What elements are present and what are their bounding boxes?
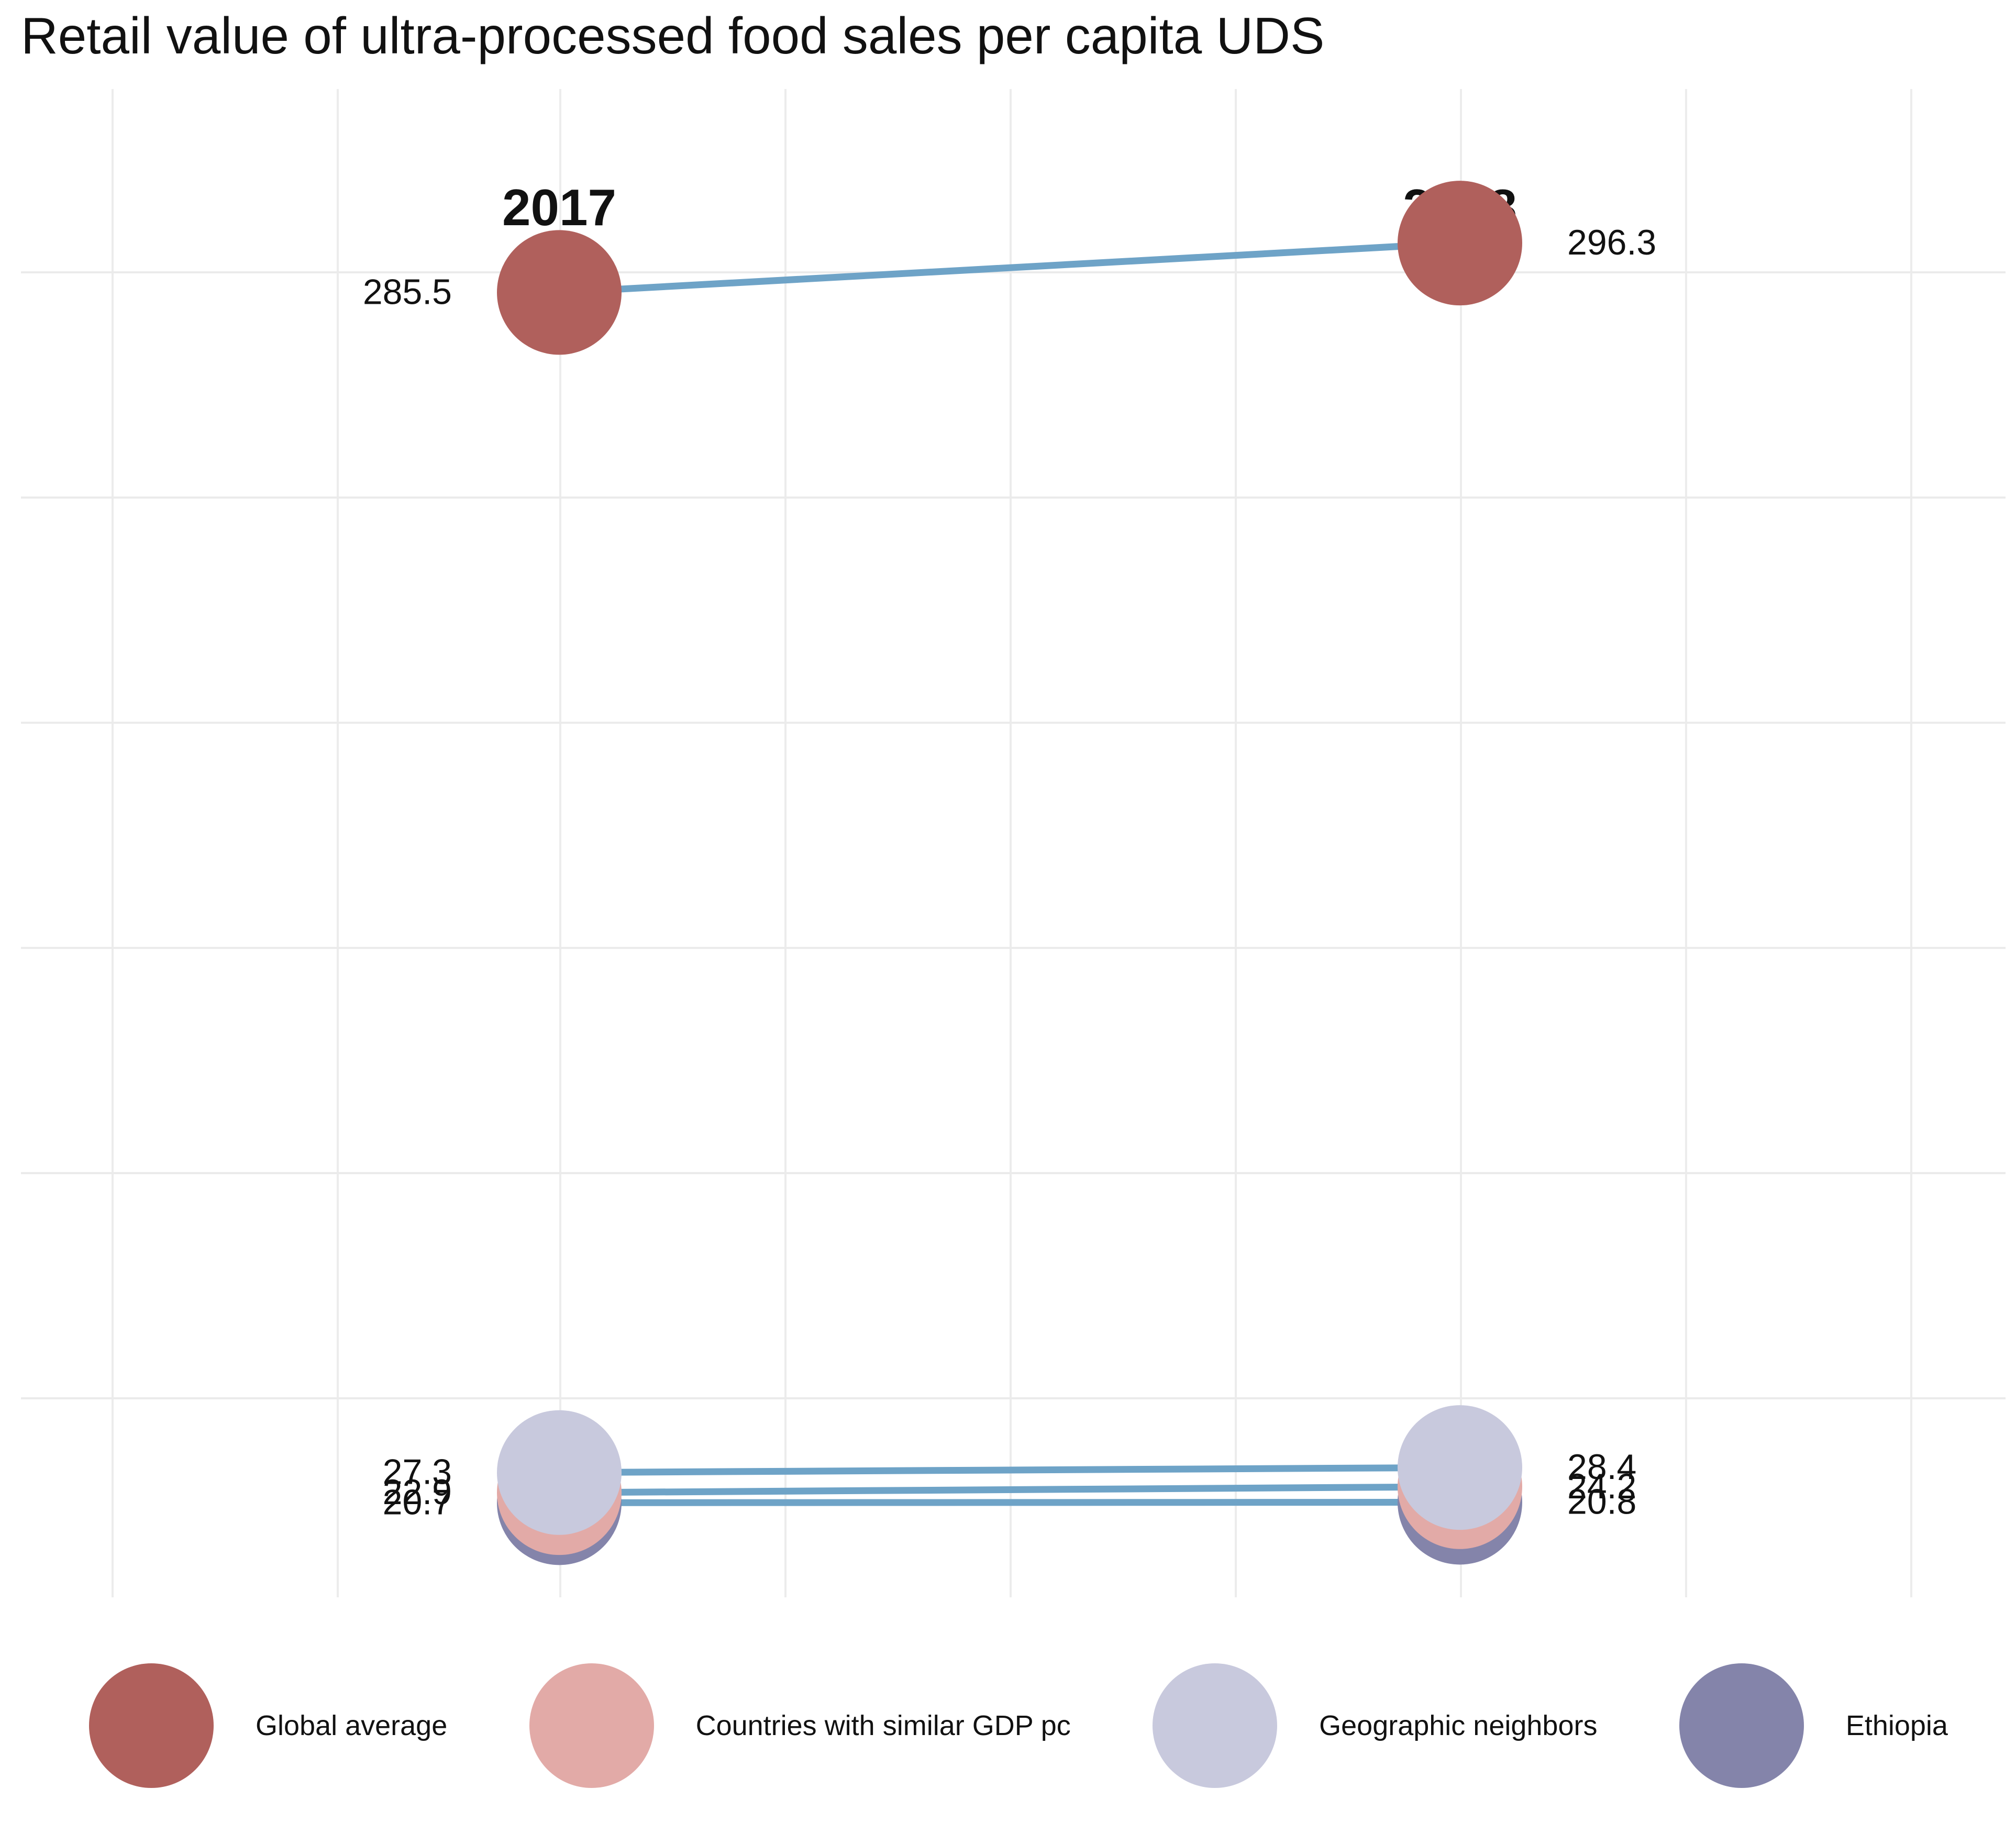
series-lines: [559, 239, 1460, 1506]
series-line: [559, 1464, 1460, 1476]
series-line: [559, 1483, 1460, 1496]
data-label: 20.8: [1567, 1482, 1636, 1521]
data-label: 285.5: [363, 272, 452, 312]
series-points: [497, 181, 1522, 1565]
legend-item-global-average: Global average: [89, 1663, 484, 1788]
data-label: 20.7: [383, 1482, 452, 1522]
data-label: 28.4: [1567, 1447, 1636, 1487]
data-label: 22.9: [383, 1472, 452, 1512]
legend-swatch-similar-gdp: [529, 1663, 654, 1788]
grid-lines: [21, 89, 2006, 1597]
chart-title: Retail value of ultra-processed food sal…: [21, 7, 1325, 64]
series-line: [559, 239, 1460, 296]
legend-item-similar-gdp: Countries with similar GDP pc: [529, 1663, 1107, 1788]
series-line: [559, 1498, 1460, 1506]
data-point: [1398, 1405, 1522, 1530]
legend-label: Global average: [256, 1710, 448, 1741]
legend-item-geographic-neighbors: Geographic neighbors: [1153, 1663, 1634, 1788]
legend-item-ethiopia: Ethiopia: [1679, 1663, 1985, 1788]
legend-swatch-global-average: [89, 1663, 214, 1788]
x-label-2017: 2017: [502, 179, 616, 236]
legend: Global average Countries with similar GD…: [89, 1663, 1985, 1788]
data-point: [1398, 181, 1522, 306]
legend-swatch-geographic-neighbors: [1153, 1663, 1278, 1788]
legend-swatch-ethiopia: [1679, 1663, 1804, 1788]
data-label: 27.3: [383, 1452, 452, 1492]
data-point: [497, 230, 622, 355]
legend-label: Countries with similar GDP pc: [695, 1710, 1071, 1741]
data-label: 296.3: [1567, 223, 1656, 262]
legend-label: Geographic neighbors: [1319, 1710, 1598, 1741]
data-point: [497, 1410, 622, 1535]
value-labels: 285.5 296.3 22.9 24.2 27.3 28.4 20.7 20.8: [363, 223, 1656, 1522]
data-label: 24.2: [1567, 1466, 1636, 1506]
legend-label: Ethiopia: [1845, 1710, 1948, 1741]
